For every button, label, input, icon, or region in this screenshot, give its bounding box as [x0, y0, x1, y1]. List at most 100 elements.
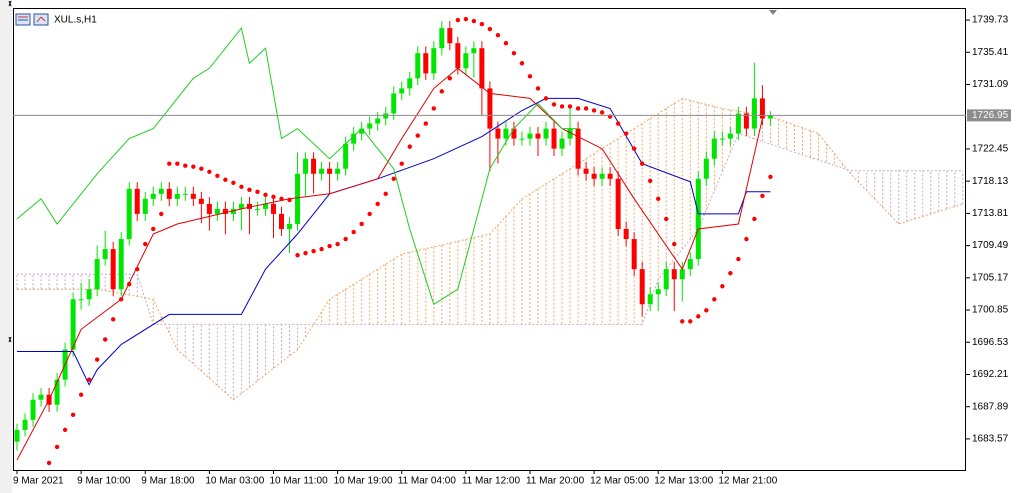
sar-dot [551, 102, 557, 107]
sar-dot [752, 216, 757, 222]
candle-body [367, 123, 373, 129]
candle-body [623, 228, 629, 240]
sar-dot [688, 319, 693, 324]
candle-body [142, 198, 148, 214]
candle-body [22, 419, 28, 430]
sar-dot [151, 226, 156, 232]
candle-body [150, 193, 156, 199]
y-tick-label: 1718.13 [972, 176, 1009, 187]
indicator-line [16, 67, 763, 461]
sar-dot [648, 178, 653, 183]
sar-dot [231, 180, 236, 186]
sar-dot [263, 192, 268, 198]
candle-body [727, 133, 733, 139]
sar-dot [78, 392, 84, 397]
sar-dot [102, 337, 108, 342]
sar-dot [615, 121, 621, 126]
candle-body [447, 28, 453, 44]
sar-dot [391, 176, 396, 181]
candle-body [463, 53, 469, 69]
sar-dot [135, 266, 140, 272]
y-tick-label: 1696.53 [972, 337, 1009, 348]
sar-dot [207, 169, 212, 174]
sar-dot [455, 17, 461, 23]
candle-body [359, 128, 365, 134]
candle-body [423, 53, 429, 74]
x-tick-label: 12 Mar 05:00 [590, 476, 649, 487]
candle-body [343, 143, 349, 169]
cloud-span [17, 132, 963, 325]
sar-dot [680, 319, 685, 324]
candle-body [206, 203, 212, 214]
candle-body [14, 429, 20, 442]
candle-body [431, 48, 437, 74]
x-tick-label: 12 Mar 21:00 [718, 476, 777, 487]
sar-dot [631, 146, 637, 151]
candle-body [559, 138, 565, 149]
candle-body [759, 98, 765, 119]
candle-body [647, 294, 653, 305]
candle-body [238, 203, 244, 209]
sar-dot [407, 144, 412, 149]
candle-body [495, 128, 501, 139]
candle-body [166, 188, 172, 199]
title-icon [15, 13, 49, 26]
candle-body [319, 168, 325, 174]
candle-body [118, 239, 124, 290]
sar-dot [535, 86, 541, 91]
sar-dot [110, 317, 116, 322]
candle-body [679, 269, 685, 280]
candle-body [711, 138, 717, 159]
sar-dot [295, 252, 300, 258]
sar-dot [431, 106, 436, 111]
sar-dot [415, 133, 420, 138]
sar-dot [760, 193, 765, 199]
sar-dot [639, 161, 645, 166]
candle-body [279, 213, 285, 229]
candle-body [663, 269, 669, 290]
sar-dot [656, 196, 661, 202]
sar-dot [583, 106, 589, 111]
shift-marker [769, 10, 777, 15]
sar-dot [94, 357, 100, 362]
sar-dot [720, 284, 725, 289]
candle-body [311, 158, 317, 174]
candle-body [54, 379, 60, 405]
sar-dot [479, 21, 485, 27]
sar-dot [287, 197, 292, 203]
candle-body [30, 399, 36, 420]
candle-body [703, 158, 709, 179]
sar-dot [86, 377, 92, 382]
candle-body [391, 93, 397, 114]
sar-dot [343, 236, 348, 242]
sar-dot [303, 250, 308, 256]
candle-body [94, 259, 100, 290]
sar-dot [511, 50, 517, 56]
candle-body [567, 128, 573, 139]
candle-body [78, 299, 84, 301]
sar-dot [768, 174, 773, 179]
sar-dot [519, 61, 525, 66]
indicator-line [17, 97, 771, 386]
y-tick-label: 1700.85 [972, 305, 1009, 316]
sar-dot [183, 163, 188, 168]
candle-body [295, 173, 301, 224]
sar-dot [367, 211, 372, 217]
sar-dot [255, 189, 260, 195]
candle-body [303, 158, 309, 174]
sar-dot [567, 104, 573, 109]
sar-dot [439, 89, 445, 94]
candle-body [543, 128, 549, 139]
candle-body [383, 113, 389, 119]
x-tick-label: 11 Mar 12:00 [462, 476, 521, 487]
candle-body [399, 88, 405, 94]
candle-body [503, 128, 509, 139]
sar-dot [143, 241, 148, 247]
candle-body [599, 173, 605, 179]
candle-body [743, 113, 749, 129]
candle-body [751, 98, 757, 129]
candle-body [222, 208, 228, 214]
y-tick-label: 1709.49 [972, 240, 1009, 251]
